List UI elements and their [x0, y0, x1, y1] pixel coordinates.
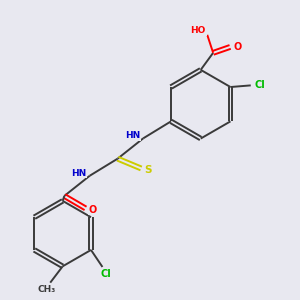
- Text: HN: HN: [71, 169, 86, 178]
- Text: HO: HO: [190, 26, 206, 35]
- Text: O: O: [88, 205, 97, 215]
- Text: HN: HN: [125, 131, 140, 140]
- Text: S: S: [145, 165, 152, 175]
- Text: Cl: Cl: [254, 80, 265, 90]
- Text: O: O: [233, 42, 242, 52]
- Text: CH₃: CH₃: [37, 285, 56, 294]
- Text: Cl: Cl: [100, 269, 111, 279]
